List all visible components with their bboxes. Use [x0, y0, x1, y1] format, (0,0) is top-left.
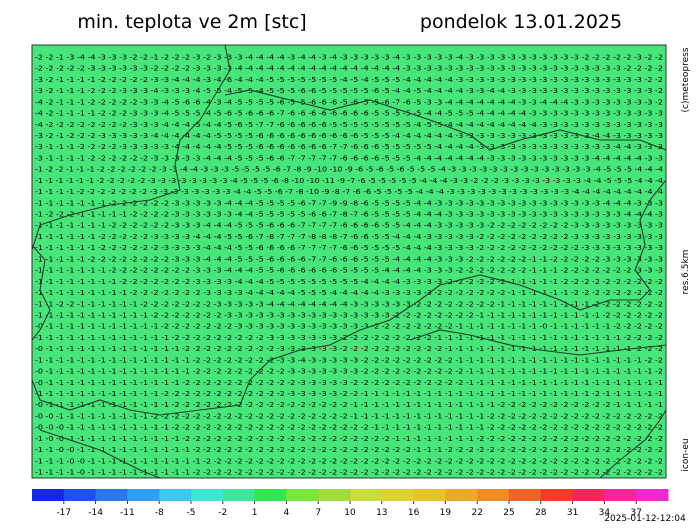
- colorbar-segment: [286, 489, 319, 501]
- grid-row: -1 -1 -1 -1 -1 -1 -1 -1 -1 -1 -1 -1 -1 -…: [35, 356, 663, 364]
- grid-row: -1 -1 -1 -0 -0 -1 -1 -1 -1 -1 -1 -1 -1 -…: [35, 457, 663, 465]
- grid-row: -1 -1 -1 -1 -1 -1 -2 -2 -2 -2 -2 -3 -3 -…: [35, 233, 663, 241]
- grid-row: -1 -2 -2 -1 -1 -1 -2 -2 -2 -2 -2 -2 -3 -…: [35, 166, 664, 174]
- colorbar: -17 -14 -11 -8 -5 -2 1 4 7 10 13 16 19 22 25 28 31 34 37: [32, 489, 669, 518]
- colorbar-tick-label: -11: [120, 508, 135, 518]
- colorbar-segment: [254, 489, 287, 501]
- grid-row: -3 -2 -1 -1 -1 -1 -2 -2 -2 -2 -2 -3 -3 -…: [35, 76, 663, 84]
- grid-row: -1 -1 -1 -1 -1 -1 -2 -2 -2 -2 -2 -2 -3 -…: [35, 244, 663, 252]
- colorbar-tick-label: 34: [599, 508, 611, 518]
- grid-row: -2 -2 -1 -3 -4 -4 -3 -3 -3 -2 -2 -1 -2 -…: [35, 54, 663, 62]
- colorbar-tick-label: 13: [376, 508, 387, 518]
- grid-row: -1 -1 -1 -1 -1 -2 -2 -2 -2 -2 -2 -2 -2 -…: [35, 255, 663, 263]
- colorbar-segment: [222, 489, 256, 501]
- colorbar-segment: [159, 489, 192, 501]
- grid-row: -1 -1 -1 -1 -2 -2 -2 -2 -2 -2 -2 -3 -3 -…: [35, 188, 664, 196]
- grid-row: -1 -1 -1 -1 -1 -1 -1 -1 -1 -2 -2 -2 -2 -…: [35, 289, 663, 297]
- copyright: (c)meteopress: [681, 47, 691, 112]
- colorbar-tick-label: -17: [56, 508, 71, 518]
- colorbar-tick-label: 16: [408, 508, 420, 518]
- colorbar-segment: [572, 489, 605, 501]
- grid-row: -2 -2 -2 -2 -2 -3 -3 -3 -3 -3 -3 -2 -2 -…: [35, 65, 663, 73]
- colorbar-segment: [381, 489, 415, 501]
- colorbar-tick-label: 4: [284, 508, 290, 518]
- colorbar-segment: [604, 489, 637, 501]
- colorbar-tick-label: 31: [567, 508, 578, 518]
- colorbar-tick-label: -2: [218, 508, 227, 518]
- grid-row: -1 -1 -1 -1 -1 -1 -1 -1 -1 -1 -1 -1 -1 -…: [35, 334, 663, 342]
- grid-row: -4 -2 -1 -1 -1 -1 -2 -2 -2 -3 -3 -3 -4 -…: [35, 110, 663, 118]
- colorbar-segment: [636, 489, 669, 501]
- colorbar-segment: [477, 489, 510, 501]
- colorbar-tick-label: -5: [187, 508, 196, 518]
- grid-row: -3 -1 -1 -1 -1 -2 -2 -2 -2 -2 -2 -3 -3 -…: [35, 154, 663, 162]
- value-grid: -2 -2 -1 -3 -4 -4 -3 -3 -3 -2 -2 -1 -2 -…: [35, 54, 664, 477]
- grid-row: -4 -2 -2 -2 -2 -2 -2 -2 -2 -3 -3 -3 -4 -…: [35, 121, 663, 129]
- colorbar-tick-label: 10: [344, 508, 356, 518]
- grid-row: -0 -1 -1 -1 -1 -1 -1 -1 -1 -1 -1 -1 -1 -…: [35, 379, 663, 387]
- grid-row: -1 -1 -1 -1 -0 -1 -1 -1 -1 -1 -1 -1 -1 -…: [35, 469, 663, 477]
- colorbar-segment: [95, 489, 128, 501]
- colorbar-tick-label: 22: [471, 508, 482, 518]
- map-area: [31, 44, 667, 479]
- colorbar-segment: [350, 489, 383, 501]
- colorbar-tick-label: 28: [535, 508, 547, 518]
- grid-row: -0 -1 -1 -1 -1 -1 -1 -1 -1 -1 -1 -1 -2 -…: [35, 323, 663, 331]
- grid-row: -1 -1 -1 -1 -1 -1 -2 -2 -2 -2 -2 -3 -3 -…: [35, 177, 664, 185]
- grid-row: -1 -1 -2 -2 -1 -1 -1 -1 -1 -1 -2 -2 -2 -…: [35, 300, 663, 308]
- grid-row: -3 -1 -1 -1 -2 -2 -2 -2 -3 -3 -3 -3 -3 -…: [35, 143, 663, 151]
- grid-row: -0 -1 -1 -1 -1 -1 -1 -1 -1 -1 -1 -1 -1 -…: [35, 345, 663, 353]
- colorbar-tick-label: 37: [630, 508, 641, 518]
- resolution: res.6.5km: [681, 250, 691, 295]
- grid-row: -3 -2 -1 -1 -1 -2 -2 -2 -3 -3 -3 -4 -3 -…: [35, 87, 663, 95]
- colorbar-segment: [413, 489, 446, 501]
- grid-row: -1 -1 -1 -1 -1 -1 -1 -2 -2 -2 -2 -2 -2 -…: [35, 199, 663, 207]
- colorbar-segment: [127, 489, 160, 501]
- colorbar-segment: [32, 489, 65, 501]
- grid-row: -1 -1 -1 -1 -1 -1 -1 -1 -1 -1 -1 -2 -2 -…: [35, 311, 663, 319]
- grid-row: -0 -1 -1 -1 -1 -1 -1 -1 -1 -1 -1 -1 -1 -…: [35, 401, 663, 409]
- colorbar-tick-label: -14: [88, 508, 103, 518]
- colorbar-tick-label: -8: [155, 508, 164, 518]
- grid-row: -1 -1 -1 -1 -1 -1 -1 -1 -1 -1 -1 -1 -2 -…: [35, 390, 663, 398]
- grid-row: -0 -0 -0 -1 -1 -1 -1 -1 -1 -1 -1 -1 -1 -…: [35, 424, 663, 432]
- grid-row: -3 -2 -1 -2 -2 -2 -3 -3 -3 -3 -3 -4 -4 -…: [35, 132, 663, 140]
- colorbar-segment: [540, 489, 574, 501]
- borders: [31, 44, 667, 479]
- map-title: min. teplota ve 2m [stc]: [77, 11, 306, 33]
- timestamp: 2025-01-12-12:04: [604, 514, 686, 524]
- model-name: icon-eu: [681, 438, 691, 471]
- grid-row: -0 -0 -1 -1 -1 -1 -1 -1 -1 -1 -1 -2 -2 -…: [35, 412, 663, 420]
- map-date: pondelok 13.01.2025: [420, 11, 622, 33]
- colorbar-tick-label: 7: [315, 508, 321, 518]
- grid-row: -1 -0 -0 -1 -1 -1 -1 -1 -1 -1 -1 -1 -1 -…: [35, 435, 663, 443]
- colorbar-tick-label: 19: [440, 508, 452, 518]
- grid-row: -1 -1 -1 -1 -1 -1 -1 -1 -2 -2 -2 -2 -2 -…: [35, 278, 663, 286]
- grid-row: -1 -1 -1 -1 -1 -1 -1 -2 -2 -2 -2 -2 -2 -…: [35, 222, 663, 230]
- colorbar-segment: [191, 489, 224, 501]
- colorbar-segment: [509, 489, 542, 501]
- colorbar-tick-label: 1: [252, 508, 258, 518]
- colorbar-segment: [445, 489, 478, 501]
- colorbar-segment: [318, 489, 351, 501]
- colorbar-tick-label: 25: [503, 508, 514, 518]
- grid-row: -1 -1 -0 -0 -1 -1 -1 -1 -1 -1 -1 -1 -1 -…: [35, 446, 663, 454]
- grid-row: -4 -2 -1 -1 -1 -2 -2 -2 -2 -2 -3 -3 -4 -…: [35, 98, 663, 106]
- grid-row: -0 -1 -1 -1 -1 -1 -1 -1 -1 -1 -1 -1 -1 -…: [35, 368, 663, 376]
- colorbar-segment: [63, 489, 97, 501]
- grid-row: -1 -1 -1 -1 -1 -1 -1 -2 -2 -2 -2 -2 -2 -…: [35, 267, 663, 275]
- grid-row: -1 -2 -2 -2 -1 -1 -1 -1 -1 -2 -2 -2 -2 -…: [35, 211, 663, 219]
